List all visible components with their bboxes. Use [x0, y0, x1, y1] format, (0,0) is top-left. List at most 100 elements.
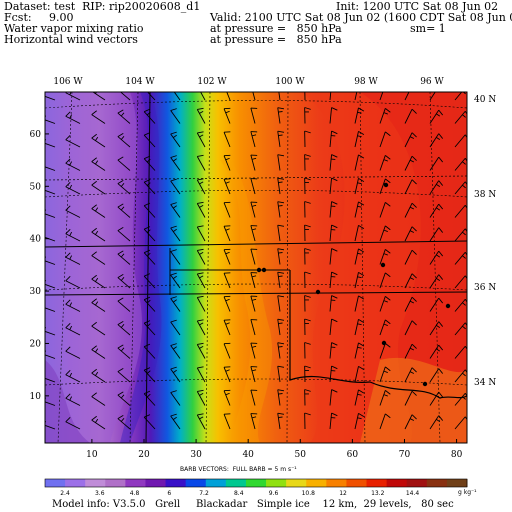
wind-barb — [304, 154, 311, 171]
wind-barb — [223, 178, 231, 195]
wind-barb — [277, 154, 285, 171]
wind-barb — [354, 248, 365, 265]
wind-barb — [91, 321, 106, 336]
map-frame — [44, 91, 468, 444]
dataset-label: Dataset: test — [4, 0, 76, 13]
y-tick-label: 60 — [30, 130, 42, 140]
wind-barb — [354, 154, 365, 171]
wind-barb — [223, 295, 231, 312]
wind-barb — [170, 155, 181, 171]
colorbar-label: 6 — [167, 490, 171, 497]
wind-barb — [143, 202, 156, 218]
x-tick-label: 50 — [295, 450, 307, 460]
wind-barb — [45, 307, 56, 312]
wind-barb — [329, 271, 338, 289]
wind-barb — [170, 202, 181, 218]
wind-barb — [277, 130, 285, 148]
wind-barb — [404, 296, 417, 312]
longitude-label: 96 W — [420, 77, 444, 87]
wind-barb — [454, 92, 466, 101]
wind-barb — [196, 178, 206, 195]
wind-barb — [250, 131, 258, 148]
wind-barb — [304, 271, 311, 289]
longitude-label: 104 W — [125, 77, 155, 87]
colorbar-swatch — [366, 479, 388, 487]
wind-barb — [250, 295, 258, 312]
wind-barb — [196, 295, 206, 312]
colorbar-label: 10.8 — [302, 490, 316, 497]
city-dot — [445, 303, 451, 309]
wind-barb — [429, 368, 444, 383]
city-markers — [256, 182, 451, 387]
wind-barb — [117, 273, 131, 289]
latitude-label: 38 N — [474, 190, 496, 200]
wind-barb — [196, 342, 206, 359]
wind-barb — [65, 111, 81, 124]
wind-barb — [277, 107, 285, 124]
wind-barb — [429, 180, 444, 195]
wind-barb — [143, 343, 156, 359]
wind-barb — [354, 107, 365, 124]
wind-barb — [65, 181, 81, 195]
wind-barbs — [45, 92, 467, 430]
wind-barb — [91, 110, 106, 124]
wind-barb — [91, 392, 106, 406]
wind-barb — [250, 248, 258, 265]
wind-barb — [329, 248, 338, 265]
wind-barb — [170, 225, 181, 242]
wind-barb — [170, 319, 181, 336]
wind-barb — [404, 320, 417, 336]
wind-barb — [354, 389, 365, 406]
wind-barb — [117, 179, 131, 195]
wind-barb — [119, 92, 131, 101]
wind-barb — [223, 154, 231, 171]
wind-barb — [45, 95, 56, 101]
wind-barb — [147, 92, 156, 101]
wind-barb — [143, 132, 156, 148]
y-tick-label: 50 — [30, 182, 42, 192]
wind-barb — [354, 130, 365, 148]
wind-barb — [92, 92, 106, 101]
wind-barb — [223, 319, 231, 336]
wind-barb — [277, 365, 285, 383]
wind-barb — [196, 272, 206, 289]
wind-barb — [170, 366, 181, 383]
model-info: Model info: V3.5.0 Grell Blackadar Simpl… — [52, 499, 454, 510]
wind-barb — [404, 414, 417, 430]
graticule — [45, 92, 467, 443]
wind-barb — [117, 226, 131, 242]
wind-barb — [196, 366, 206, 383]
wind-barb — [354, 412, 365, 430]
wind-barb — [91, 345, 106, 359]
colorbar-label: 8.4 — [234, 490, 244, 497]
wind-barb — [304, 130, 311, 148]
wind-barb — [117, 132, 131, 148]
wind-barb — [250, 272, 258, 289]
wind-barb — [304, 177, 311, 195]
wind-barb — [65, 134, 81, 148]
wind-barb — [429, 344, 444, 359]
wind-barb — [91, 204, 106, 218]
wind-barb — [223, 272, 231, 289]
wind-barb — [304, 107, 311, 124]
wind-barb — [223, 342, 231, 359]
city-dot — [315, 289, 321, 295]
wind-barb — [404, 179, 417, 195]
city-dot — [381, 340, 387, 346]
wind-barb — [143, 108, 156, 124]
wind-barb — [277, 201, 285, 218]
wind-barb — [429, 274, 444, 289]
colorbar-swatch — [446, 479, 468, 487]
wind-barb — [250, 319, 258, 336]
wind-barb — [117, 344, 131, 359]
wind-barb — [404, 390, 417, 406]
wind-barb — [379, 225, 391, 242]
wind-barb — [170, 178, 181, 195]
wind-barb — [277, 271, 285, 289]
wind-barb — [329, 389, 338, 406]
wind-barb — [65, 205, 81, 218]
wind-barb — [250, 389, 258, 406]
pressure-label-1: at pressure = 850 hPa — [210, 22, 342, 35]
wind-barb — [143, 296, 156, 312]
colorbar-label: 2.4 — [60, 490, 70, 497]
